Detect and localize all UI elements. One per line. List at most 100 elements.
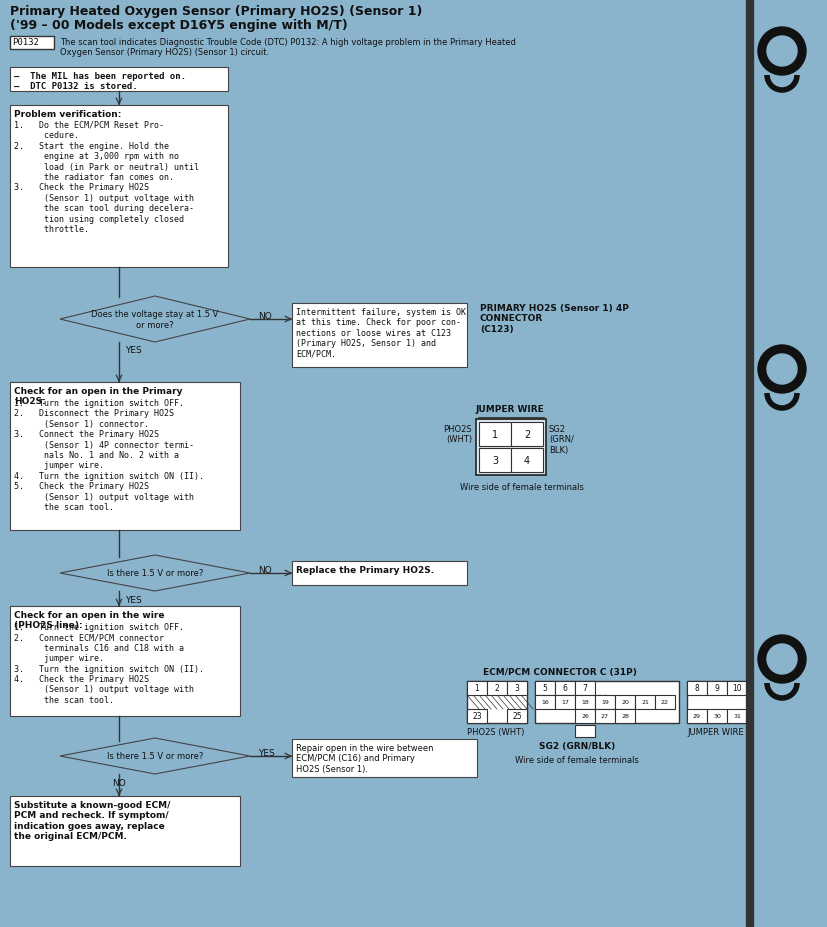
Polygon shape <box>60 555 250 591</box>
Text: 31: 31 <box>732 714 740 718</box>
Text: PHO2S (WHT): PHO2S (WHT) <box>466 727 523 736</box>
FancyBboxPatch shape <box>534 695 554 709</box>
FancyBboxPatch shape <box>10 68 227 92</box>
FancyBboxPatch shape <box>686 681 706 695</box>
Text: 1.   Turn the ignition switch OFF.
2.   Disconnect the Primary HO2S
      (Senso: 1. Turn the ignition switch OFF. 2. Disc… <box>14 399 203 512</box>
Text: 5: 5 <box>542 684 547 692</box>
Text: 1: 1 <box>491 429 498 439</box>
Polygon shape <box>60 738 250 774</box>
Circle shape <box>757 346 805 394</box>
Text: 4: 4 <box>523 455 529 465</box>
Text: NO: NO <box>258 565 271 575</box>
FancyBboxPatch shape <box>479 449 510 473</box>
Text: 7: 7 <box>582 684 586 692</box>
Text: Check for an open in the wire
(PHO2S line):: Check for an open in the wire (PHO2S lin… <box>14 610 165 629</box>
Text: P0132: P0132 <box>12 38 39 47</box>
Text: 17: 17 <box>561 700 568 705</box>
Text: 27: 27 <box>600 714 609 718</box>
FancyBboxPatch shape <box>554 695 574 709</box>
Text: 20: 20 <box>620 700 629 705</box>
Text: 1.   Do the ECM/PCM Reset Pro-
      cedure.
2.   Start the engine. Hold the
   : 1. Do the ECM/PCM Reset Pro- cedure. 2. … <box>14 121 198 234</box>
Text: ECM/PCM CONNECTOR C (31P): ECM/PCM CONNECTOR C (31P) <box>482 667 636 677</box>
Text: Is there 1.5 V or more?: Is there 1.5 V or more? <box>107 569 203 578</box>
FancyBboxPatch shape <box>726 681 746 695</box>
FancyBboxPatch shape <box>292 304 466 368</box>
Text: 25: 25 <box>512 712 521 720</box>
FancyBboxPatch shape <box>706 681 726 695</box>
Text: NO: NO <box>258 311 271 321</box>
FancyBboxPatch shape <box>10 606 240 717</box>
FancyBboxPatch shape <box>510 423 543 447</box>
Text: Wire side of female terminals: Wire side of female terminals <box>514 756 638 764</box>
Text: JUMPER WIRE: JUMPER WIRE <box>475 404 543 413</box>
Circle shape <box>757 635 805 683</box>
Text: 3: 3 <box>491 455 498 465</box>
Text: 28: 28 <box>620 714 629 718</box>
FancyBboxPatch shape <box>574 725 595 737</box>
Text: 8: 8 <box>694 684 699 692</box>
Text: Substitute a known-good ECM/
PCM and recheck. If symptom/
indication goes away, : Substitute a known-good ECM/ PCM and rec… <box>14 800 170 840</box>
FancyBboxPatch shape <box>534 681 678 723</box>
FancyBboxPatch shape <box>506 681 526 695</box>
Text: 21: 21 <box>640 700 648 705</box>
Text: Is there 1.5 V or more?: Is there 1.5 V or more? <box>107 752 203 761</box>
Text: PRIMARY HO2S (Sensor 1) 4P
CONNECTOR
(C123): PRIMARY HO2S (Sensor 1) 4P CONNECTOR (C1… <box>480 304 629 334</box>
Text: NO: NO <box>112 778 126 787</box>
Text: JUMPER WIRE: JUMPER WIRE <box>686 727 743 736</box>
Text: SG2
(GRN/
BLK): SG2 (GRN/ BLK) <box>548 425 573 454</box>
FancyBboxPatch shape <box>686 709 706 723</box>
FancyBboxPatch shape <box>595 709 614 723</box>
Text: 2: 2 <box>494 684 499 692</box>
Text: 29: 29 <box>692 714 700 718</box>
FancyBboxPatch shape <box>595 695 614 709</box>
FancyBboxPatch shape <box>614 695 634 709</box>
Text: 9: 9 <box>714 684 719 692</box>
Text: 30: 30 <box>712 714 720 718</box>
FancyBboxPatch shape <box>706 709 726 723</box>
FancyBboxPatch shape <box>726 709 746 723</box>
Circle shape <box>766 644 796 674</box>
FancyBboxPatch shape <box>479 423 510 447</box>
Text: SG2 (GRN/BLK): SG2 (GRN/BLK) <box>538 742 614 750</box>
FancyBboxPatch shape <box>486 681 506 695</box>
Circle shape <box>757 28 805 76</box>
Text: 23: 23 <box>471 712 481 720</box>
Text: 6: 6 <box>562 684 566 692</box>
Text: 22: 22 <box>660 700 668 705</box>
Text: PHO2S
(WHT): PHO2S (WHT) <box>442 425 471 444</box>
Text: 2: 2 <box>523 429 529 439</box>
FancyBboxPatch shape <box>466 709 486 723</box>
Text: Does the voltage stay at 1.5 V
or more?: Does the voltage stay at 1.5 V or more? <box>91 310 218 329</box>
Text: 1: 1 <box>474 684 479 692</box>
FancyBboxPatch shape <box>554 681 574 695</box>
Text: YES: YES <box>258 748 275 757</box>
FancyBboxPatch shape <box>686 681 746 723</box>
Text: 18: 18 <box>581 700 588 705</box>
FancyBboxPatch shape <box>292 739 476 777</box>
FancyBboxPatch shape <box>10 383 240 530</box>
Text: Problem verification:: Problem verification: <box>14 110 122 119</box>
Text: YES: YES <box>125 346 141 355</box>
FancyBboxPatch shape <box>466 681 486 695</box>
FancyBboxPatch shape <box>654 695 674 709</box>
Text: 1.   Turn the ignition switch OFF.
2.   Connect ECM/PCM connector
      terminal: 1. Turn the ignition switch OFF. 2. Conn… <box>14 622 203 704</box>
Text: Replace the Primary HO2S.: Replace the Primary HO2S. <box>295 565 433 575</box>
Circle shape <box>766 37 796 67</box>
Text: 10: 10 <box>731 684 741 692</box>
Circle shape <box>766 355 796 385</box>
Text: 16: 16 <box>541 700 548 705</box>
FancyBboxPatch shape <box>534 681 554 695</box>
FancyBboxPatch shape <box>292 562 466 585</box>
FancyBboxPatch shape <box>10 796 240 866</box>
FancyBboxPatch shape <box>574 695 595 709</box>
Text: The scan tool indicates Diagnostic Trouble Code (DTC) P0132: A high voltage prob: The scan tool indicates Diagnostic Troub… <box>60 38 515 57</box>
Text: 26: 26 <box>581 714 588 718</box>
Text: 19: 19 <box>600 700 608 705</box>
FancyBboxPatch shape <box>10 37 54 50</box>
FancyBboxPatch shape <box>634 695 654 709</box>
Polygon shape <box>60 297 250 343</box>
Text: 3: 3 <box>514 684 519 692</box>
Text: Primary Heated Oxygen Sensor (Primary HO2S) (Sensor 1): Primary Heated Oxygen Sensor (Primary HO… <box>10 5 422 18</box>
FancyBboxPatch shape <box>476 420 545 476</box>
FancyBboxPatch shape <box>574 681 595 695</box>
